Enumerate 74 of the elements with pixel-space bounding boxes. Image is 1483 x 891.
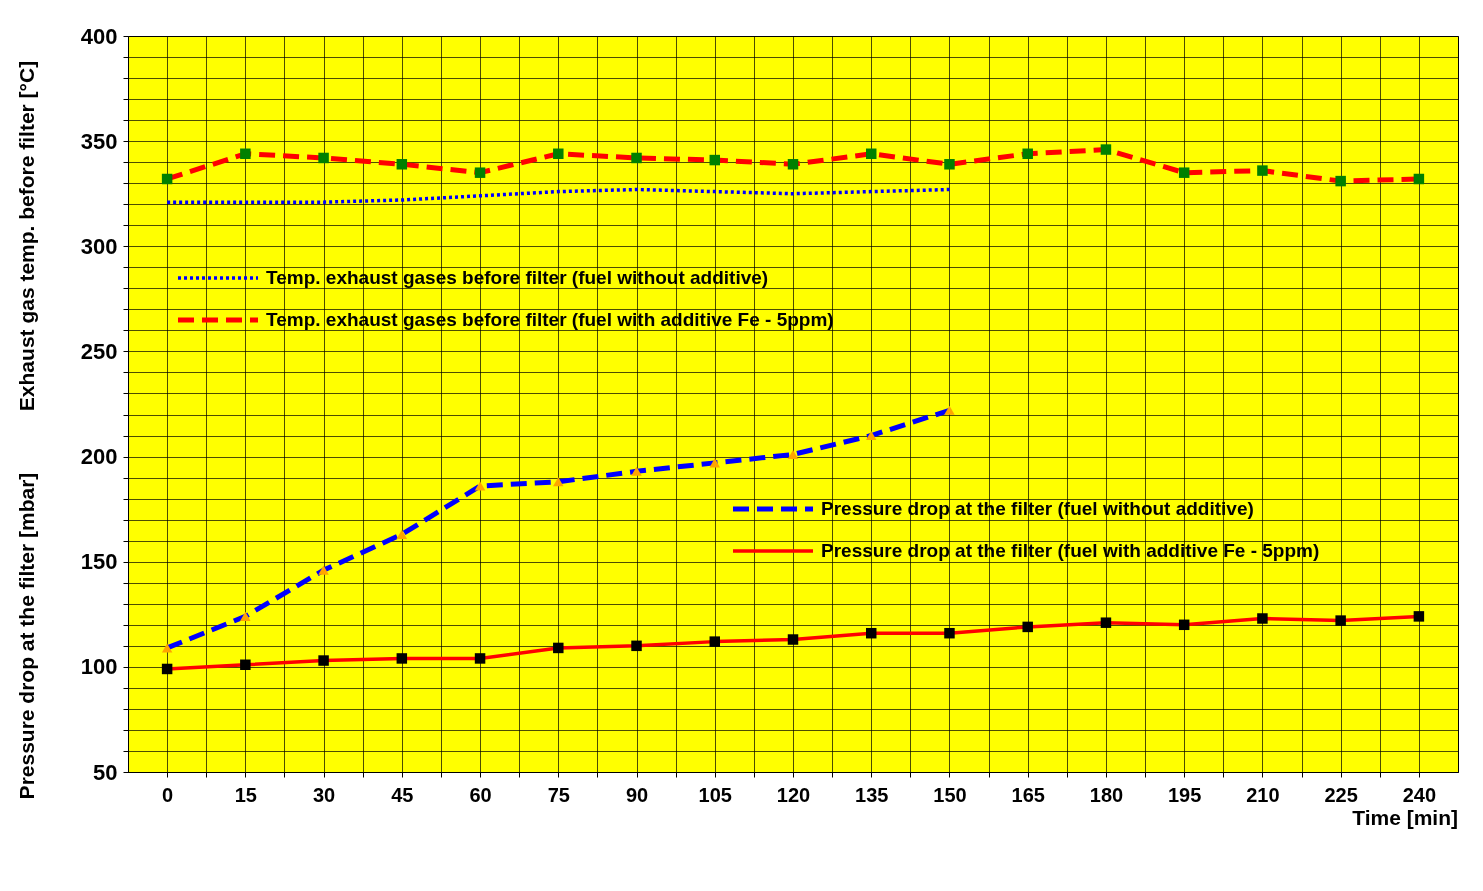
x-tick-label: 75 [547, 783, 570, 806]
point [1100, 144, 1112, 155]
point [709, 636, 721, 647]
y-tick-label: 400 [80, 23, 118, 49]
x-tick-label: 165 [1011, 783, 1045, 806]
point [631, 466, 642, 476]
x-tick-label: 210 [1246, 783, 1280, 806]
point [553, 477, 564, 487]
point [1335, 175, 1346, 187]
x-tick-label: 180 [1089, 783, 1124, 806]
point [553, 148, 564, 159]
x-tick-label: 135 [855, 783, 889, 806]
point [161, 663, 173, 675]
y-tick-label: 250 [80, 338, 118, 364]
x-tick-label: 0 [162, 783, 174, 806]
x-tick-label: 45 [391, 783, 414, 806]
y-tick-label: 50 [93, 759, 118, 785]
point [865, 627, 877, 639]
x-tick-label: 30 [312, 783, 336, 806]
point [1335, 615, 1346, 626]
y-axis-title: Exhaust gas temp. before filter [°C] [15, 60, 38, 412]
point [787, 449, 799, 460]
line-series [165, 187, 952, 204]
point [1413, 611, 1425, 622]
point [709, 154, 721, 166]
point [474, 481, 486, 491]
y-tick-label: 200 [80, 444, 118, 470]
point [161, 173, 173, 185]
point [396, 653, 408, 664]
point [240, 148, 251, 159]
point [631, 152, 642, 164]
point [1413, 173, 1425, 185]
y-tick-label: 300 [80, 233, 118, 259]
point [396, 159, 408, 170]
x-tick-label: 240 [1402, 783, 1437, 806]
x-tick-label: 90 [625, 783, 649, 806]
point [1178, 167, 1190, 178]
x-tick-label: 120 [776, 783, 811, 806]
x-axis-title: Time [min] [1352, 806, 1458, 829]
point [240, 659, 251, 670]
y-tick-label: 100 [80, 654, 118, 680]
point [161, 643, 173, 653]
point [474, 653, 486, 664]
x-tick-label: 60 [469, 783, 492, 806]
point [1100, 617, 1112, 628]
point [318, 152, 329, 164]
x-tick-label: 150 [933, 783, 967, 806]
point [240, 611, 251, 621]
point [1178, 619, 1190, 631]
y-tick-label: 150 [80, 549, 118, 575]
point [787, 159, 799, 170]
point [865, 148, 877, 159]
point [944, 405, 955, 415]
point [944, 159, 955, 170]
x-tick-label: 15 [234, 783, 257, 806]
x-tick-label: 105 [698, 783, 732, 806]
point [1022, 148, 1033, 159]
point [553, 642, 564, 654]
x-tick-label: 225 [1324, 783, 1358, 806]
point [944, 627, 955, 639]
point [787, 634, 799, 645]
point [1257, 165, 1268, 176]
point [709, 458, 721, 468]
point [865, 431, 877, 441]
y-tick-label: 350 [80, 128, 118, 154]
point [1257, 613, 1268, 624]
point [1022, 621, 1033, 633]
point [318, 565, 329, 575]
point [631, 640, 642, 652]
point [474, 167, 486, 178]
text: Pressure drop at the filter [mbar] [15, 472, 38, 800]
point [396, 529, 408, 539]
x-tick-label: 195 [1167, 783, 1202, 806]
point [318, 655, 329, 666]
